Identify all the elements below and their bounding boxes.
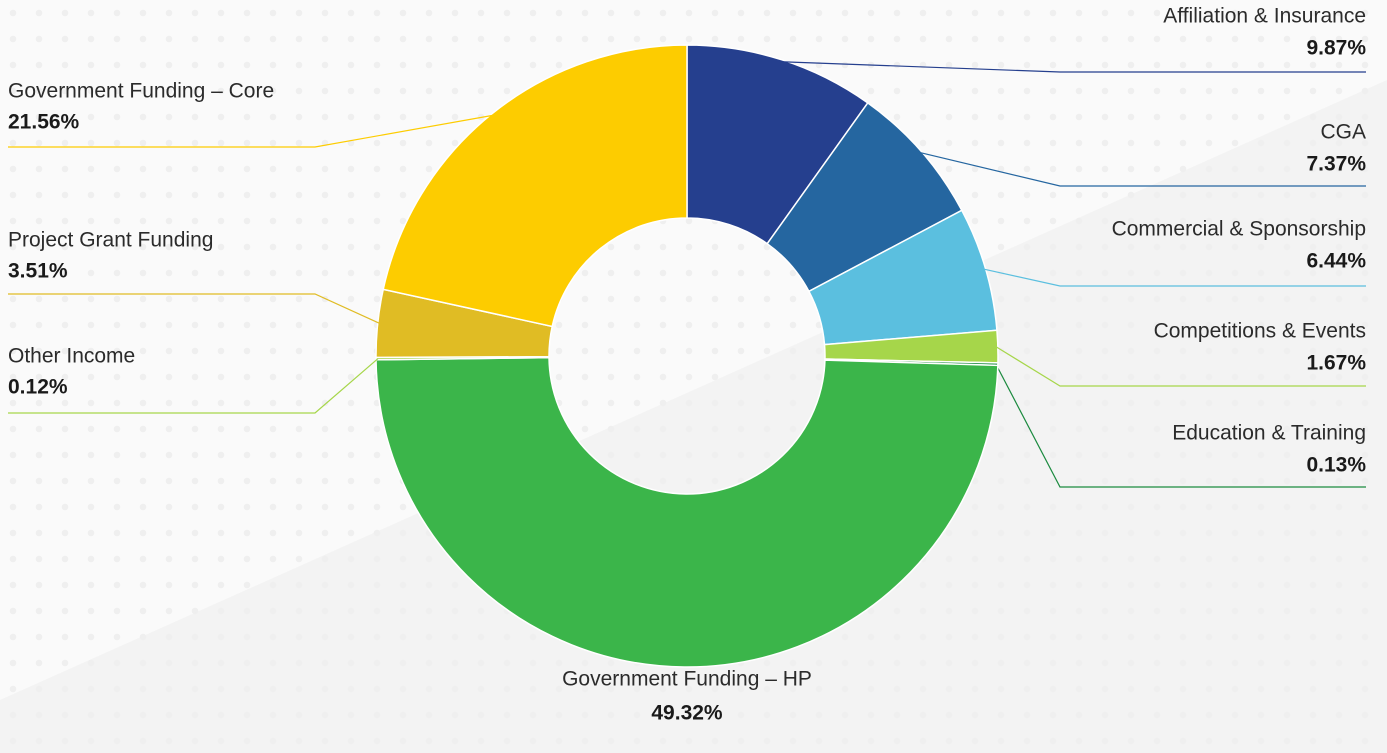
slice-value-label: 9.87%: [1306, 37, 1366, 60]
slice-value-label: 0.12%: [8, 376, 68, 399]
slice-label: Education & Training: [1172, 422, 1366, 445]
slice-value-label: 49.32%: [651, 702, 723, 725]
slice-label: Affiliation & Insurance: [1163, 5, 1366, 28]
slice-label: CGA: [1320, 121, 1366, 144]
leader-line: [781, 61, 1366, 73]
leader-line: [995, 363, 1366, 488]
slice-label: Government Funding – HP: [562, 668, 812, 691]
leader-line: [8, 358, 379, 414]
leader-line: [8, 293, 380, 324]
slice-label: Commercial & Sponsorship: [1112, 218, 1366, 241]
background-shape: [0, 80, 1387, 753]
slice-label: Project Grant Funding: [8, 229, 213, 252]
slice-value-label: 1.67%: [1306, 352, 1366, 375]
slice-label: Government Funding – Core: [8, 80, 274, 103]
slice-value-label: 0.13%: [1306, 454, 1366, 477]
slice-value-label: 6.44%: [1306, 250, 1366, 273]
leader-line: [8, 114, 494, 148]
donut-slice: [382, 44, 688, 328]
slice-value-label: 3.51%: [8, 260, 68, 283]
donut-slice: [686, 44, 869, 245]
slice-value-label: 21.56%: [8, 111, 80, 134]
leader-line: [995, 346, 1366, 387]
slice-label: Competitions & Events: [1154, 320, 1366, 343]
slice-value-label: 7.37%: [1306, 153, 1366, 176]
slice-label: Other Income: [8, 345, 135, 368]
leader-line: [983, 268, 1366, 287]
donut-slice: [375, 356, 999, 668]
leader-line: [919, 151, 1366, 187]
